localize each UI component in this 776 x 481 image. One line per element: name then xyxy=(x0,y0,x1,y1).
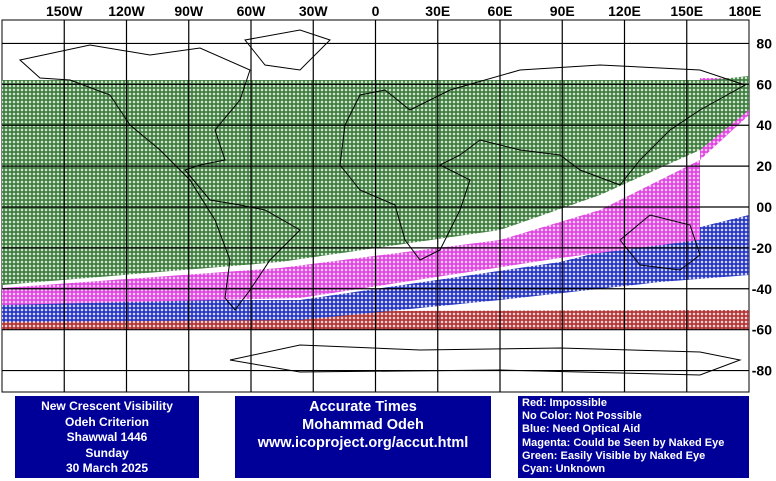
legend-line: Blue: Need Optical Aid xyxy=(522,423,641,436)
lat-label: 40 xyxy=(756,117,772,133)
lon-label: 30E xyxy=(425,3,450,19)
info-line: Shawwal 1446 xyxy=(66,430,148,444)
lat-label: 20 xyxy=(756,158,772,174)
credit-line: Mohammad Odeh xyxy=(302,417,424,433)
legend-line: Cyan: Unknown xyxy=(522,463,606,476)
lon-label: 150E xyxy=(670,3,703,19)
lon-label: 30W xyxy=(299,3,329,19)
legend-line: Green: Easily Visible by Naked Eye xyxy=(522,449,706,462)
credit-line: www.icoproject.org/accut.html xyxy=(257,435,469,451)
lon-label: 60W xyxy=(237,3,267,19)
lat-label: -60 xyxy=(752,322,772,338)
legend-line: Red: Impossible xyxy=(522,397,607,409)
lon-label: 90E xyxy=(550,3,575,19)
lat-label: -80 xyxy=(752,363,772,379)
lat-label: -40 xyxy=(752,281,772,297)
lon-label: 150W xyxy=(46,3,83,19)
legend-line: No Color: Not Possible xyxy=(522,410,642,423)
info-line: Odeh Criterion xyxy=(64,414,149,429)
lon-label: 180E xyxy=(729,3,762,19)
info-line: New Crescent Visibility xyxy=(41,399,173,413)
info-line: 30 March 2025 xyxy=(65,461,149,475)
lat-label: 00 xyxy=(756,199,772,215)
lat-label: 80 xyxy=(756,35,772,51)
info-box: New Crescent Visibility Odeh Criterion S… xyxy=(15,396,199,478)
visibility-map: 150W 120W 90W 60W 30W 0 30E 60E 90E 120E 150E 180E 8… xyxy=(1,3,772,393)
lat-label: -20 xyxy=(752,240,772,256)
lon-label: 120E xyxy=(608,3,641,19)
lon-label: 0 xyxy=(372,3,380,19)
lon-label: 90W xyxy=(174,3,204,19)
legend-box: Red: Impossible No Color: Not Possible B… xyxy=(518,396,749,478)
lon-label: 60E xyxy=(488,3,513,19)
lon-label: 120W xyxy=(108,3,145,19)
credit-line: Accurate Times xyxy=(309,399,417,415)
legend-line: Magenta: Could be Seen by Naked Eye xyxy=(522,436,725,449)
credit-box: Accurate Times Mohammad Odeh www.icoproj… xyxy=(235,396,491,478)
graticule xyxy=(2,20,749,392)
lat-label: 60 xyxy=(756,76,772,92)
info-line: Sunday xyxy=(85,445,129,460)
